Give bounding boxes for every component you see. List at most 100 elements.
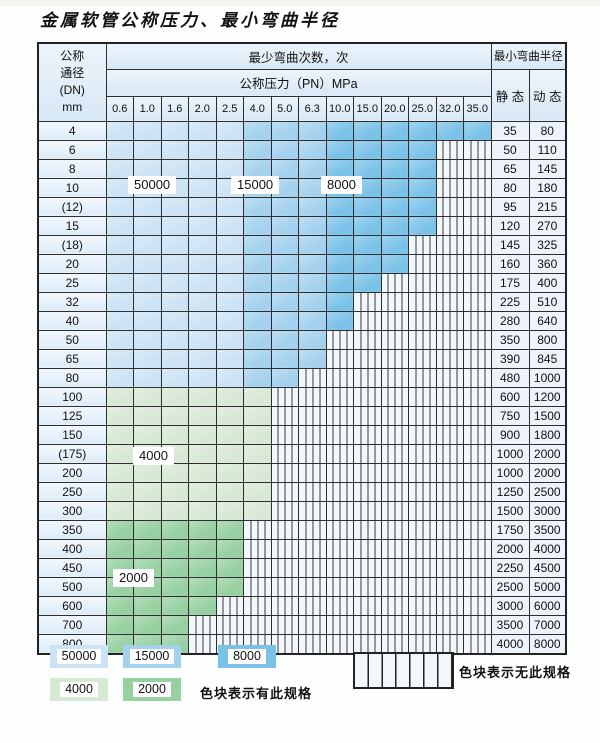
cycle-cell-empty <box>408 348 437 369</box>
dn-cell: 250 <box>37 481 107 502</box>
cycle-cell-filled <box>105 158 134 179</box>
cycle-cell-empty <box>435 519 464 540</box>
dn-cell: 8 <box>37 158 107 179</box>
cycle-cell-empty <box>298 576 327 597</box>
cycle-cell-filled <box>105 614 134 635</box>
cycle-cell-empty <box>270 614 299 635</box>
cycle-cell-filled <box>188 576 217 597</box>
static-radius-cell: 280 <box>490 310 530 331</box>
cycle-cell-empty <box>408 272 437 293</box>
cycle-cell-filled <box>215 196 244 217</box>
dynamic-radius-cell: 215 <box>528 196 567 217</box>
cycle-cell-empty <box>270 557 299 578</box>
table-row: 32 225 510 <box>37 291 567 312</box>
static-radius-cell: 600 <box>490 386 530 407</box>
table-row: 40 280 640 <box>37 310 567 331</box>
cycle-cell-filled <box>243 310 272 331</box>
cycle-cell-empty <box>325 443 354 464</box>
cycle-cell-empty <box>463 519 492 540</box>
cycle-cell-empty <box>188 633 217 654</box>
cycle-cell-empty <box>435 500 464 521</box>
cycle-cell-empty <box>380 272 409 293</box>
cycle-cell-empty <box>435 595 464 616</box>
cycle-cell-filled <box>133 158 162 179</box>
cycle-cell-filled <box>133 500 162 521</box>
cycle-cell-empty <box>353 595 382 616</box>
cycle-cell-filled <box>160 234 189 255</box>
dynamic-radius-cell: 3000 <box>528 500 567 521</box>
table-row: 8 65 145 <box>37 158 567 179</box>
pressure-value-header: 35.0 <box>463 95 492 122</box>
pressure-value-header: 1.0 <box>133 95 162 122</box>
table-row: 15 120 270 <box>37 215 567 236</box>
cycle-cell-filled <box>105 386 134 407</box>
cycle-cell-filled <box>160 614 189 635</box>
cycle-cell-filled <box>188 348 217 369</box>
cycle-cell-empty <box>380 557 409 578</box>
cycle-cell-empty <box>435 253 464 274</box>
dn-cell: 150 <box>37 424 107 445</box>
static-radius-cell: 175 <box>490 272 530 293</box>
cycle-cell-filled <box>215 481 244 502</box>
pressure-value-header: 20.0 <box>380 95 409 122</box>
cycle-cell-filled <box>105 329 134 350</box>
static-radius-cell: 900 <box>490 424 530 445</box>
cycle-cell-filled <box>133 424 162 445</box>
cycle-cell-filled <box>188 557 217 578</box>
cycle-cell-empty <box>298 405 327 426</box>
dn-cell: (175) <box>37 443 107 464</box>
cycle-cell-filled <box>298 177 327 198</box>
cycle-cell-empty <box>463 367 492 388</box>
static-radius-cell: 80 <box>490 177 530 198</box>
dn-cell: 450 <box>37 557 107 578</box>
cycle-cell-filled <box>270 310 299 331</box>
cycle-cell-empty <box>463 595 492 616</box>
cycle-cell-empty <box>298 443 327 464</box>
cycle-cell-filled <box>325 139 354 160</box>
dn-cell: 350 <box>37 519 107 540</box>
cycle-cell-filled <box>353 272 382 293</box>
table-row: 25 175 400 <box>37 272 567 293</box>
cycle-cell-filled <box>243 348 272 369</box>
dynamic-radius-cell: 6000 <box>528 595 567 616</box>
pressure-value-header: 0.6 <box>105 95 134 122</box>
cycle-cell-empty <box>325 500 354 521</box>
region-label-50000: 50000 <box>128 176 177 194</box>
cycle-cell-filled <box>215 405 244 426</box>
cycle-cell-filled <box>215 215 244 236</box>
dn-cell: 4 <box>37 120 107 141</box>
cycle-cell-filled <box>133 234 162 255</box>
cycle-cell-filled <box>298 196 327 217</box>
spec-table-wrap: 公称 通径 (DN) mm 最少弯曲次数，次 最小弯曲半径 公称压力（PN）MPa 静… <box>37 42 567 655</box>
cycle-cell-empty <box>380 424 409 445</box>
static-radius-cell: 4000 <box>490 633 530 654</box>
dn-cell: 32 <box>37 291 107 312</box>
cycle-cell-filled <box>215 424 244 445</box>
cycle-cell-filled <box>133 310 162 331</box>
dn-cell: 6 <box>37 139 107 160</box>
cycle-cell-filled <box>215 272 244 293</box>
cycle-cell-filled <box>243 234 272 255</box>
cycle-cell-filled <box>298 158 327 179</box>
cycles-header: 最少弯曲次数，次 <box>105 42 492 70</box>
cycle-cell-empty <box>435 481 464 502</box>
legend-swatch-15000: 15000 <box>123 645 181 668</box>
cycle-cell-empty <box>243 519 272 540</box>
cycle-cell-empty <box>408 386 437 407</box>
dynamic-radius-cell: 270 <box>528 215 567 236</box>
cycle-cell-filled <box>133 139 162 160</box>
cycle-cell-filled <box>160 139 189 160</box>
cycle-cell-filled <box>243 272 272 293</box>
cycle-cell-empty <box>408 462 437 483</box>
cycle-cell-filled <box>408 120 437 141</box>
cycle-cell-empty <box>380 538 409 559</box>
cycle-cell-empty <box>298 557 327 578</box>
cycle-cell-filled <box>105 253 134 274</box>
cycle-cell-filled <box>133 329 162 350</box>
cycle-cell-filled <box>160 424 189 445</box>
cycle-cell-empty <box>298 481 327 502</box>
cycle-cell-empty <box>463 253 492 274</box>
static-radius-cell: 1750 <box>490 519 530 540</box>
cycle-cell-filled <box>133 291 162 312</box>
